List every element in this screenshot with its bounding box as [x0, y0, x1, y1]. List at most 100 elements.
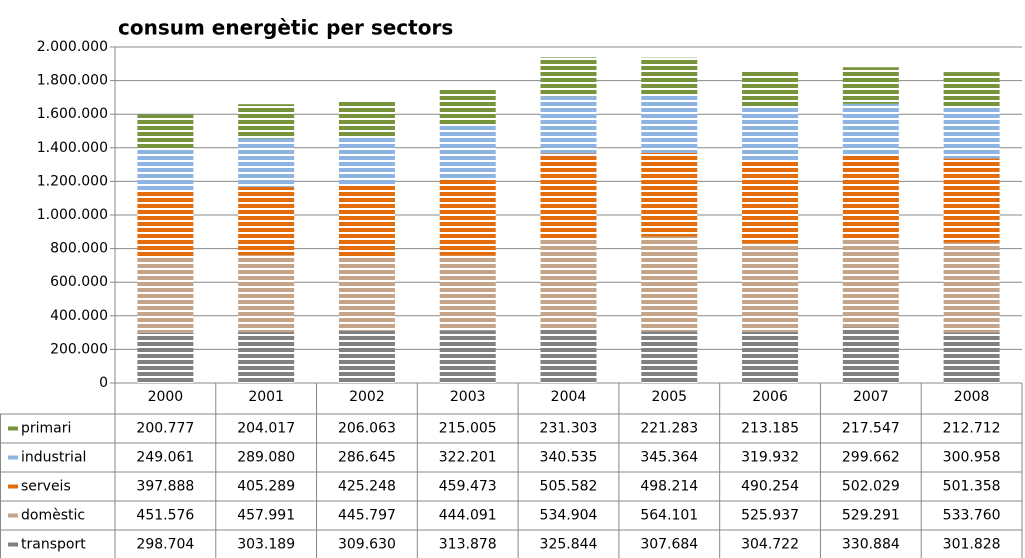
- bar-segment: [540, 238, 597, 329]
- bar-segment: [238, 138, 295, 188]
- y-tick-label: 800.000: [50, 241, 108, 257]
- x-tick-label: 2008: [954, 389, 990, 405]
- table-cell: 200.777: [136, 421, 194, 437]
- table-cell: 345.364: [640, 450, 698, 466]
- bar-segment: [338, 330, 395, 383]
- bar-segment: [943, 158, 1000, 243]
- x-tick-label: 2002: [349, 389, 385, 405]
- table-cell: 451.576: [136, 508, 194, 524]
- bar-segment: [238, 187, 295, 256]
- bar-segment: [742, 243, 799, 332]
- bar-segment: [238, 104, 295, 139]
- legend-label: primari: [21, 421, 71, 437]
- table-cell: 204.017: [237, 421, 295, 437]
- y-tick-label: 200.000: [50, 341, 108, 357]
- table-cell: 213.185: [741, 421, 799, 437]
- bar-segment: [842, 154, 899, 239]
- bar-segment: [641, 57, 698, 95]
- y-tick-label: 400.000: [50, 308, 108, 324]
- bar-segment: [439, 88, 496, 125]
- y-tick-label: 0: [99, 375, 108, 391]
- bar-segment: [641, 152, 698, 237]
- bar-segment: [137, 256, 194, 333]
- bar-segment: [641, 331, 698, 383]
- y-tick-label: 1.400.000: [37, 140, 108, 156]
- table-cell: 533.760: [943, 508, 1001, 524]
- table-cell: 445.797: [338, 508, 396, 524]
- legend-label: serveis: [21, 479, 71, 495]
- x-tick-label: 2004: [551, 389, 587, 405]
- table-cell: 505.582: [540, 479, 598, 495]
- table-cell: 525.937: [741, 508, 799, 524]
- legend-key: [8, 513, 18, 518]
- table-cell: 319.932: [741, 450, 799, 466]
- table-cell: 502.029: [842, 479, 900, 495]
- table-cell: 564.101: [640, 508, 698, 524]
- bar-segment: [540, 57, 597, 97]
- y-tick-label: 2.000.000: [37, 39, 108, 55]
- table-cell: 286.645: [338, 450, 396, 466]
- bar-segment: [540, 96, 597, 154]
- y-tick-label: 1.600.000: [37, 106, 108, 122]
- bar-segment: [842, 327, 899, 383]
- x-tick-label: 2005: [651, 389, 687, 405]
- bar-segment: [439, 178, 496, 256]
- chart-title: consum energètic per sectors: [118, 16, 453, 40]
- table-cell: 325.844: [540, 537, 598, 553]
- table-cell: 303.189: [237, 537, 295, 553]
- x-tick-label: 2001: [248, 389, 284, 405]
- table-cell: 340.535: [540, 450, 598, 466]
- table-cell: 298.704: [136, 537, 194, 553]
- table-cell: 231.303: [540, 421, 598, 437]
- bar-segment: [943, 242, 1000, 333]
- legend-key: [8, 484, 18, 489]
- y-tick-label: 1.200.000: [37, 173, 108, 189]
- table-cell: 215.005: [439, 421, 497, 437]
- bar-segment: [338, 256, 395, 331]
- bar-segment: [338, 136, 395, 185]
- y-tick-label: 1.800.000: [37, 73, 108, 89]
- bar-segment: [742, 71, 799, 108]
- bar-segment: [641, 94, 698, 153]
- table-cell: 459.473: [439, 479, 497, 495]
- y-tick-label: 1.000.000: [37, 207, 108, 223]
- bar-segment: [439, 124, 496, 179]
- bar-segment: [137, 114, 194, 149]
- table-cell: 300.958: [943, 450, 1001, 466]
- bar-segment: [742, 107, 799, 162]
- bar-segment: [439, 330, 496, 383]
- table-cell: 457.991: [237, 508, 295, 524]
- x-tick-label: 2003: [450, 389, 486, 405]
- legend-label: domèstic: [21, 508, 85, 524]
- table-cell: 206.063: [338, 421, 396, 437]
- table-cell: 212.712: [943, 421, 1001, 437]
- bar-segment: [137, 190, 194, 257]
- table-cell: 221.283: [640, 421, 698, 437]
- bar-segment: [238, 255, 295, 333]
- bar-segment: [238, 332, 295, 383]
- bar-segment: [842, 67, 899, 104]
- bar-segment: [338, 184, 395, 257]
- x-tick-label: 2006: [752, 389, 788, 405]
- legend-label: industrial: [21, 450, 86, 466]
- x-tick-label: 2007: [853, 389, 889, 405]
- table-cell: 299.662: [842, 450, 900, 466]
- table-cell: 490.254: [741, 479, 799, 495]
- legend-key: [8, 426, 18, 431]
- bar-segment: [137, 148, 194, 191]
- bar-segment: [439, 255, 496, 331]
- bar-segment: [540, 328, 597, 383]
- table-cell: 405.289: [237, 479, 295, 495]
- table-cell: 304.722: [741, 537, 799, 553]
- table-cell: 498.214: [640, 479, 698, 495]
- table-cell: 330.884: [842, 537, 900, 553]
- bar-segment: [338, 101, 395, 137]
- table-cell: 289.080: [237, 450, 295, 466]
- table-cell: 444.091: [439, 508, 497, 524]
- table-cell: 217.547: [842, 421, 900, 437]
- y-tick-label: 600.000: [50, 274, 108, 290]
- table-cell: 534.904: [540, 508, 598, 524]
- table-cell: 501.358: [943, 479, 1001, 495]
- table-cell: 425.248: [338, 479, 396, 495]
